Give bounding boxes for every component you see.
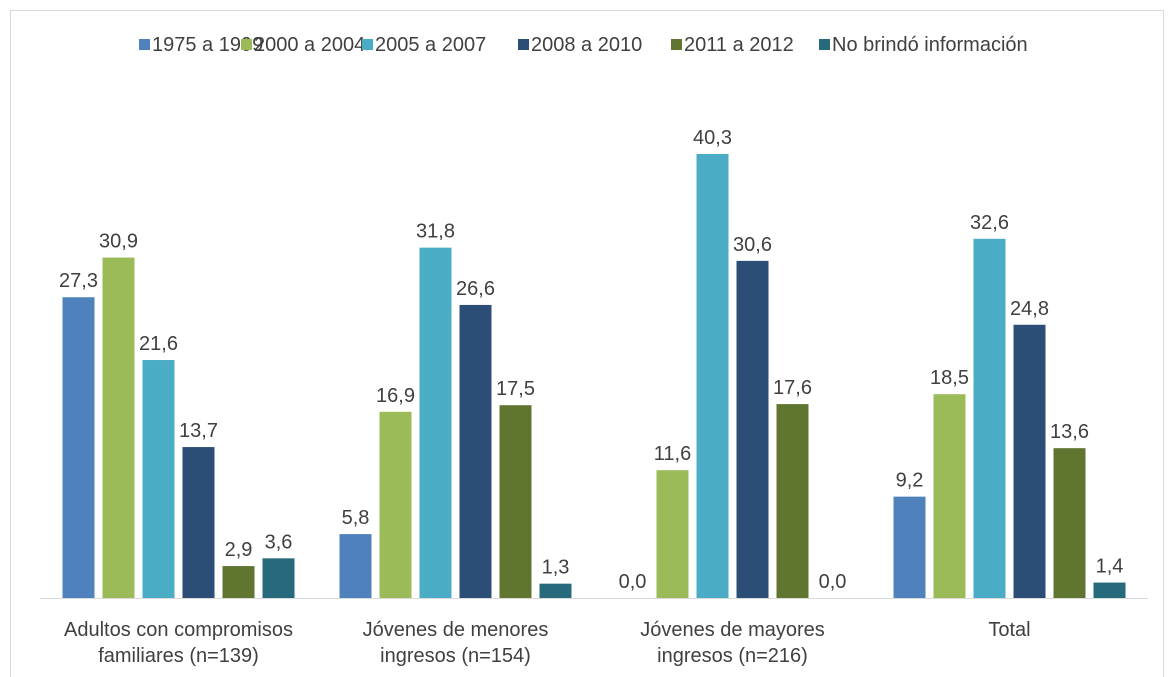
bar-2-4 bbox=[459, 304, 492, 598]
chart-frame bbox=[10, 10, 1164, 677]
data-label-2-1: 5,8 bbox=[342, 507, 370, 529]
legend-swatch-6 bbox=[819, 39, 830, 50]
data-label-3-6: 0,0 bbox=[819, 571, 847, 593]
bar-4-6 bbox=[1093, 582, 1126, 598]
bar-1-6 bbox=[262, 558, 295, 598]
data-label-2-4: 26,6 bbox=[456, 278, 495, 300]
legend-label-4: 2008 a 2010 bbox=[531, 34, 642, 56]
data-label-2-5: 17,5 bbox=[496, 378, 535, 400]
data-label-3-1: 0,0 bbox=[619, 571, 647, 593]
category-label-2-2: ingresos (n=154) bbox=[380, 645, 531, 667]
data-label-3-5: 17,6 bbox=[773, 377, 812, 399]
legend-label-5: 2011 a 2012 bbox=[684, 34, 794, 56]
bar-4-2 bbox=[933, 394, 966, 598]
data-label-4-5: 13,6 bbox=[1050, 421, 1089, 443]
legend-swatch-2 bbox=[241, 39, 252, 50]
data-label-4-4: 24,8 bbox=[1010, 298, 1049, 320]
legend-swatch-4 bbox=[518, 39, 529, 50]
bar-1-4 bbox=[182, 447, 215, 598]
bar-4-1 bbox=[893, 496, 926, 598]
bar-2-6 bbox=[539, 583, 572, 598]
bar-4-5 bbox=[1053, 448, 1086, 598]
data-label-2-3: 31,8 bbox=[416, 221, 455, 243]
data-label-4-1: 9,2 bbox=[896, 470, 924, 492]
legend-label-2: 2000 a 2004 bbox=[254, 34, 365, 56]
legend-label-6: No brindó información bbox=[832, 34, 1028, 56]
legend-label-3: 2005 a 2007 bbox=[375, 34, 486, 56]
data-label-1-2: 30,9 bbox=[99, 231, 138, 253]
bar-3-5 bbox=[776, 404, 809, 598]
bar-2-1 bbox=[339, 534, 372, 598]
category-label-1-1: Adultos con compromisos bbox=[64, 619, 293, 641]
bar-2-2 bbox=[379, 411, 412, 598]
bar-3-2 bbox=[656, 470, 689, 598]
bar-4-3 bbox=[973, 238, 1006, 598]
bar-2-3 bbox=[419, 247, 452, 598]
bar-4-4 bbox=[1013, 324, 1046, 598]
data-label-3-3: 40,3 bbox=[693, 127, 732, 149]
data-label-1-6: 3,6 bbox=[265, 531, 293, 553]
category-label-4-1: Total bbox=[988, 619, 1030, 641]
category-label-1-2: familiares (n=139) bbox=[98, 645, 259, 667]
data-label-2-6: 1,3 bbox=[542, 557, 570, 579]
legend-swatch-5 bbox=[671, 39, 682, 50]
bar-2-5 bbox=[499, 405, 532, 598]
data-label-4-3: 32,6 bbox=[970, 212, 1009, 234]
bar-3-4 bbox=[736, 260, 769, 598]
category-label-3-2: ingresos (n=216) bbox=[657, 645, 808, 667]
category-label-3-1: Jóvenes de mayores bbox=[640, 619, 825, 641]
data-label-3-4: 30,6 bbox=[733, 234, 772, 256]
data-label-4-6: 1,4 bbox=[1096, 556, 1124, 578]
bar-3-3 bbox=[696, 154, 729, 598]
bar-1-3 bbox=[142, 360, 175, 598]
legend-swatch-1 bbox=[139, 39, 150, 50]
legend-swatch-3 bbox=[362, 39, 373, 50]
data-label-1-3: 21,6 bbox=[139, 333, 178, 355]
bar-1-2 bbox=[102, 257, 135, 598]
data-label-4-2: 18,5 bbox=[930, 367, 969, 389]
category-label-2-1: Jóvenes de menores bbox=[363, 619, 549, 641]
data-label-1-1: 27,3 bbox=[59, 270, 98, 292]
bar-1-1 bbox=[62, 297, 95, 598]
data-label-3-2: 11,6 bbox=[654, 443, 691, 465]
bar-1-5 bbox=[222, 566, 255, 598]
data-label-1-4: 13,7 bbox=[179, 420, 218, 442]
data-label-2-2: 16,9 bbox=[376, 385, 415, 407]
legend-label-1: 1975 a 1999 bbox=[152, 34, 263, 56]
data-label-1-5: 2,9 bbox=[225, 539, 253, 561]
